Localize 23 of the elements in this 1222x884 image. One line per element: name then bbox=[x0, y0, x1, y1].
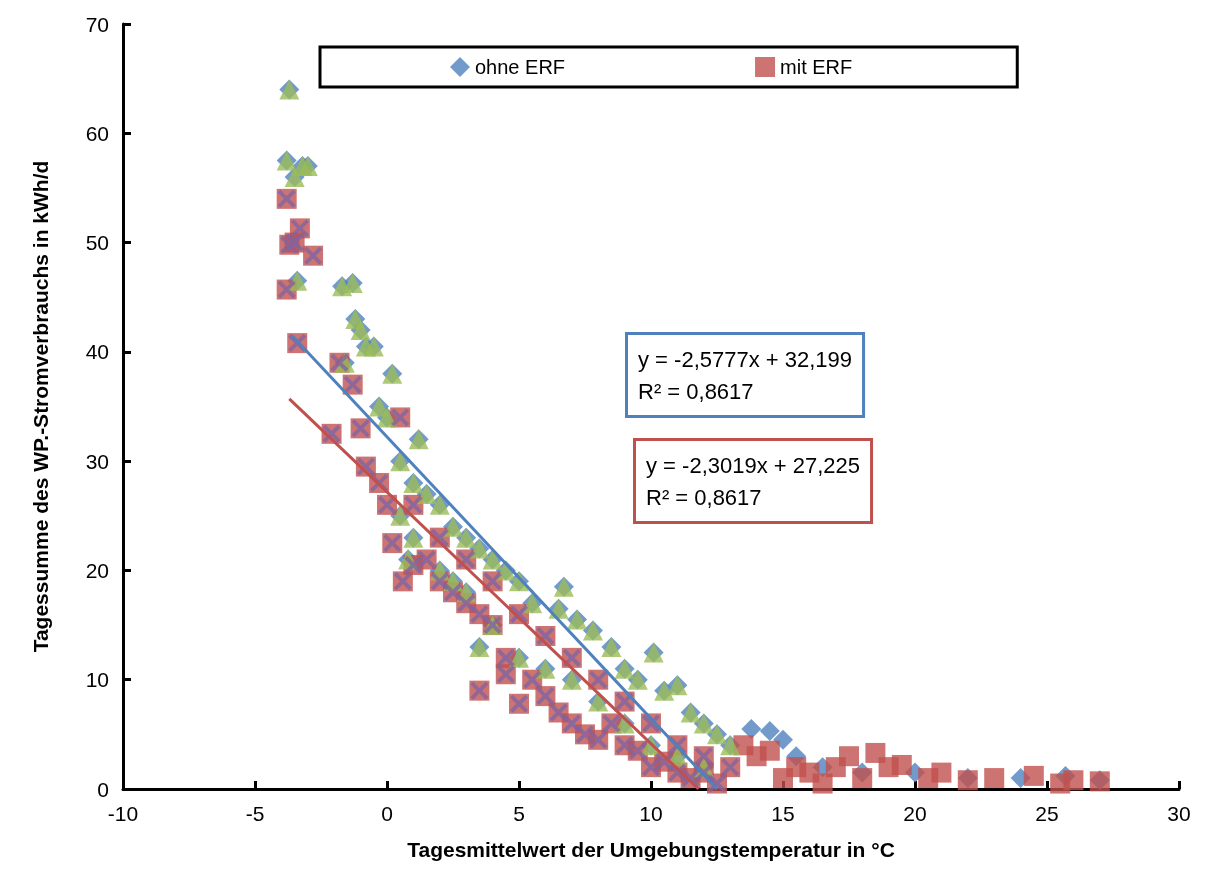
x-tick-label: -10 bbox=[107, 802, 139, 825]
legend-label: mit ERF bbox=[780, 56, 853, 78]
y-axis-title: Tagessumme des WP.-Stromverbrauchs in kWh/d bbox=[29, 160, 52, 653]
x-tick-label: -5 bbox=[245, 802, 265, 825]
annotation: y = -2,5777x + 32,199 R² = 0,8617 bbox=[638, 346, 853, 404]
x-axis-title: Tagesmittelwert der Umgebungstemperatur in °C bbox=[407, 838, 895, 861]
x-tick-label: 0 bbox=[381, 802, 393, 825]
legend-label: ohne ERF bbox=[475, 56, 566, 78]
y-tick-label: 20 bbox=[85, 558, 109, 582]
y-tick-label: 10 bbox=[85, 668, 109, 692]
y-tick-label: 40 bbox=[85, 340, 109, 364]
x-tick-label: 25 bbox=[1035, 802, 1059, 825]
y-tick-label: 0 bbox=[97, 777, 109, 801]
annotation: y = -2,3019x + 27,225 R² = 0,8617 bbox=[646, 452, 861, 510]
x-tick-label: 10 bbox=[639, 802, 663, 825]
y-tick-label: 30 bbox=[85, 449, 109, 473]
x-tick-label: 20 bbox=[903, 802, 927, 825]
x-tick-label: 30 bbox=[1167, 802, 1191, 825]
x-tick-label: 15 bbox=[771, 802, 795, 825]
y-tick-label: 60 bbox=[85, 121, 109, 145]
y-tick-label: 50 bbox=[85, 231, 109, 255]
x-tick-label: 5 bbox=[513, 802, 525, 825]
y-tick-label: 70 bbox=[85, 12, 109, 36]
